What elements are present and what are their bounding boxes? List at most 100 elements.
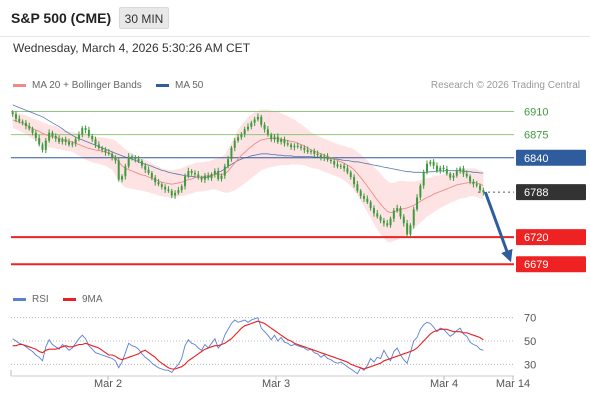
candle-body [154, 177, 157, 183]
candle-body [253, 119, 256, 123]
candle-body [366, 198, 369, 203]
candle-body [406, 223, 409, 235]
legend-rsi-swatch [13, 298, 26, 301]
rsi-line [12, 317, 484, 375]
candle-body [439, 167, 442, 172]
level-label-6720: 6720 [524, 232, 548, 244]
candle-body [472, 181, 475, 185]
candle-body [87, 130, 90, 136]
candle-body [130, 156, 133, 158]
candle-body [293, 145, 296, 148]
candle-body [429, 161, 432, 164]
candle-body [303, 147, 306, 150]
candle-body [81, 128, 84, 135]
candle-body [134, 157, 137, 160]
candle-body [379, 216, 382, 221]
candle-body [372, 208, 375, 214]
candle-body [369, 202, 372, 209]
candle-body [376, 213, 379, 217]
candle-body [200, 177, 203, 180]
candle-body [323, 156, 326, 158]
candle-body [286, 143, 289, 145]
candle-body [121, 176, 124, 180]
candle-body [187, 171, 190, 177]
candle-body [144, 165, 147, 170]
candle-body [18, 118, 21, 122]
candle-body [273, 136, 276, 140]
candle-body [270, 134, 273, 140]
candle-body [260, 116, 263, 125]
candle-body [58, 138, 61, 142]
candle-body [353, 176, 356, 185]
candle-body [147, 169, 150, 173]
forecast-arrow-head [501, 248, 513, 263]
candle-body [319, 155, 322, 158]
x-tick-label: Mar 4 [430, 378, 458, 390]
rsi-tick-30: 30 [524, 359, 536, 371]
candle-body [117, 160, 120, 180]
candle-body [452, 175, 455, 178]
candle-body [313, 151, 316, 154]
candle-body [48, 132, 51, 141]
candle-body [167, 189, 170, 191]
instrument-title: S&P 500 (CME) [11, 10, 112, 26]
forecast-arrow-shaft [483, 191, 510, 255]
candle-body [425, 163, 428, 173]
level-label-6875: 6875 [524, 130, 548, 142]
candle-body [296, 145, 299, 147]
candle-body [386, 223, 389, 226]
candle-body [250, 122, 253, 127]
candle-body [31, 128, 34, 133]
candle-body [329, 159, 332, 162]
level-tag-6720 [516, 229, 586, 246]
candle-body [382, 220, 385, 224]
candle-body [455, 171, 458, 176]
legend-rsi-ma: 9MA [63, 294, 103, 305]
candle-body [24, 122, 27, 127]
x-tick-label: Mar 3 [262, 378, 290, 390]
candle-body [266, 129, 269, 135]
candle-body [465, 173, 468, 177]
candle-body [164, 186, 167, 190]
candle-body [442, 167, 445, 170]
candle-body [94, 139, 97, 145]
candle-body [300, 146, 303, 148]
legend-ma50-label: MA 50 [175, 80, 204, 91]
candle-body [399, 208, 402, 217]
candle-body [309, 151, 312, 153]
candle-body [306, 149, 309, 152]
candle-body [74, 139, 77, 144]
legend-ma50-swatch [156, 84, 169, 87]
candle-body [54, 135, 57, 139]
candle-body [416, 197, 419, 210]
candle-body [44, 140, 47, 150]
candle-body [213, 171, 216, 175]
level-tag-6788 [516, 184, 586, 201]
interval-button[interactable]: 30 MIN [119, 7, 169, 29]
x-tick-label: Mar 14 [496, 378, 530, 390]
level-label-6910: 6910 [524, 107, 548, 119]
legend-ma20: MA 20 + Bollinger Bands [13, 80, 142, 91]
legend-ma50: MA 50 [156, 80, 203, 91]
candle-body [280, 139, 283, 142]
rsi-tick-70: 70 [524, 313, 536, 325]
candle-body [402, 216, 405, 224]
candle-body [389, 218, 392, 226]
candle-body [197, 174, 200, 178]
candle-body [170, 190, 173, 196]
legend-ma20-label: MA 20 + Bollinger Bands [32, 80, 142, 91]
candle-body [184, 176, 187, 187]
legend-rsi-label: RSI [32, 294, 49, 305]
rsi-tick-50: 50 [524, 336, 536, 348]
chart-header: S&P 500 (CME) 30 MIN [0, 0, 590, 36]
candle-body [263, 124, 266, 130]
candle-body [68, 141, 71, 145]
candle-body [177, 190, 180, 193]
candle-body [247, 126, 249, 130]
candle-body [61, 139, 64, 142]
candle-body [91, 135, 94, 140]
ma50-line [12, 104, 484, 178]
candle-body [11, 112, 14, 115]
candle-body [256, 116, 259, 120]
